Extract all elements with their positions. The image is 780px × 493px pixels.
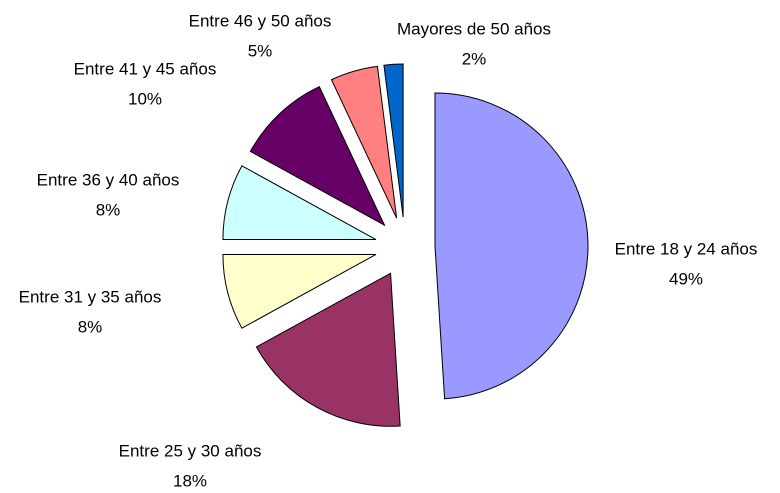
slice-value-label: 49%: [669, 269, 703, 288]
slice-label: Entre 36 y 40 años: [37, 170, 180, 189]
pie-slice: [222, 165, 377, 241]
pie-slice: [249, 86, 386, 227]
pie-slice: [255, 272, 401, 427]
slice-value-label: 10%: [128, 89, 162, 108]
slice-value-label: 18%: [173, 471, 207, 490]
pie-slice: [434, 92, 589, 400]
pie-slice: [330, 65, 398, 219]
pie-slice: [222, 253, 377, 329]
slice-label: Entre 31 y 35 años: [19, 287, 162, 306]
slice-label: Entre 41 y 45 años: [74, 59, 217, 78]
slice-value-label: 8%: [78, 317, 103, 336]
slice-value-label: 5%: [248, 41, 273, 60]
slice-value-label: 8%: [96, 200, 121, 219]
slice-label: Entre 25 y 30 años: [119, 441, 262, 460]
slice-label: Entre 18 y 24 años: [615, 239, 758, 258]
pie-slice: [383, 63, 404, 218]
slice-value-label: 2%: [462, 49, 487, 68]
slice-label: Entre 46 y 50 años: [189, 11, 332, 30]
slice-label: Mayores de 50 años: [397, 19, 551, 38]
